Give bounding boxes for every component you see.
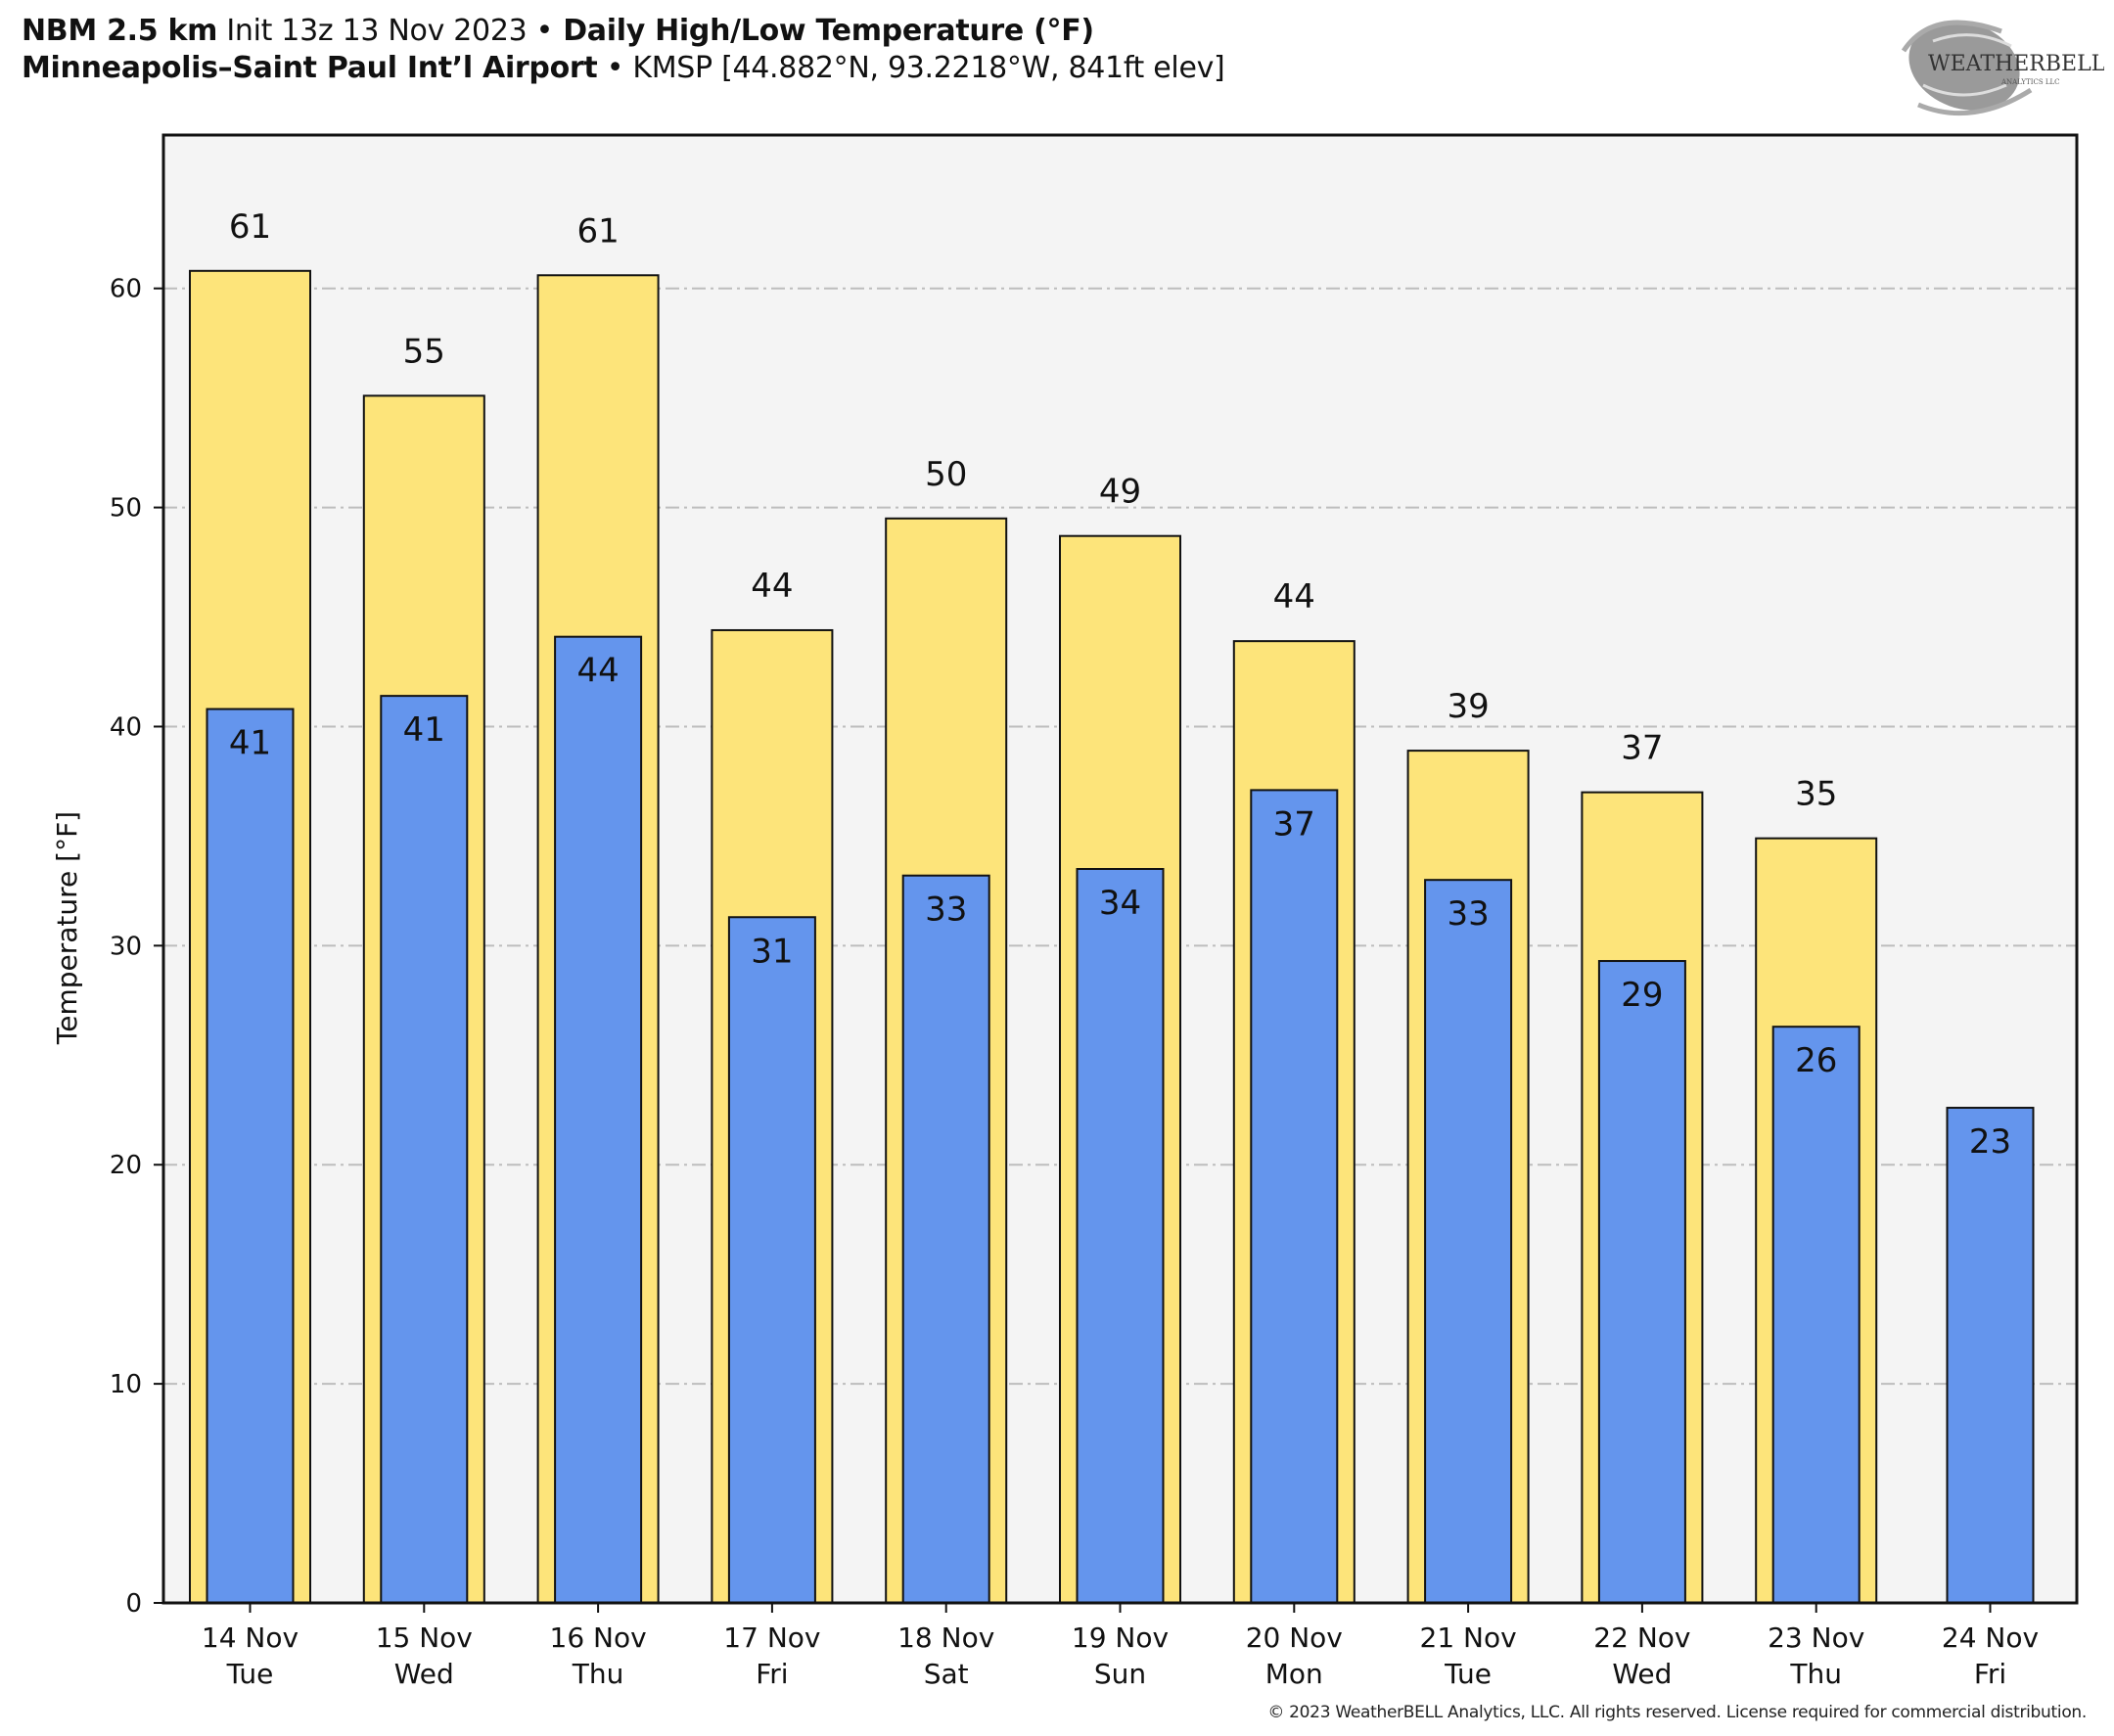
x-tick-label-day: Wed: [394, 1658, 454, 1690]
low-value-label: 31: [751, 932, 793, 971]
y-tick-label: 50: [110, 494, 142, 524]
copyright-footer: © 2023 WeatherBELL Analytics, LLC. All r…: [1267, 1703, 2087, 1722]
x-tick-label-day: Tue: [1444, 1658, 1492, 1690]
low-bar: [1424, 879, 1513, 1604]
title-bullet: •: [535, 14, 554, 48]
y-tick-label: 40: [110, 712, 142, 742]
model-name: NBM 2.5 km: [22, 14, 218, 48]
y-tick-label: 20: [110, 1151, 142, 1180]
low-bar: [1076, 868, 1165, 1604]
title-bullet-2: •: [606, 51, 624, 85]
high-value-label: 49: [1099, 473, 1141, 512]
low-value-label: 23: [1969, 1122, 2011, 1162]
x-tick-label-date: 23 Nov: [1768, 1622, 1864, 1654]
y-tick-label: 60: [110, 275, 142, 304]
x-tick-label-date: 24 Nov: [1942, 1622, 2039, 1654]
station-name: Minneapolis–Saint Paul Int’l Airport: [22, 51, 598, 85]
product-name: Daily High/Low Temperature (°F): [553, 14, 1094, 48]
x-tick-label-day: Wed: [1612, 1658, 1672, 1690]
low-value-label: 26: [1795, 1041, 1837, 1080]
x-tick-label-date: 14 Nov: [202, 1622, 299, 1654]
low-value-label: 33: [925, 891, 967, 930]
x-tick-label-date: 19 Nov: [1072, 1622, 1169, 1654]
y-tick-label: 0: [125, 1589, 142, 1619]
high-value-label: 61: [229, 207, 271, 247]
bars: [189, 269, 2035, 1605]
x-tick-label-day: Fri: [756, 1658, 788, 1690]
low-value-label: 44: [576, 652, 619, 691]
chart-title-line-2: Minneapolis–Saint Paul Int’l Airport • K…: [22, 51, 1225, 85]
low-value-label: 29: [1621, 976, 1663, 1015]
y-axis: 0 10 20 30 40 50 60: [110, 275, 163, 1619]
x-tick-label-date: 21 Nov: [1420, 1622, 1517, 1654]
x-tick-label-date: 17 Nov: [723, 1622, 820, 1654]
high-value-label: 44: [751, 567, 793, 606]
low-bar: [554, 635, 643, 1604]
low-value-label: 41: [403, 710, 445, 750]
x-tick-label-date: 16 Nov: [550, 1622, 647, 1654]
x-tick-label-date: 15 Nov: [376, 1622, 473, 1654]
low-bar: [1597, 960, 1686, 1604]
station-meta: KMSP [44.882°N, 93.2218°W, 841ft elev]: [623, 51, 1225, 85]
low-value-label: 37: [1273, 804, 1315, 844]
swirl-icon: [1901, 20, 2033, 116]
x-axis: 14 Nov Tue 15 Nov Wed 16 Nov Thu 17 Nov Fri 18 N…: [202, 1603, 2039, 1690]
weatherbell-logo: WEATHERBELL ANALYTICS LLC: [1901, 20, 2104, 116]
init-time: Init 13z 13 Nov 2023: [217, 14, 536, 48]
logo-subtext: ANALYTICS LLC: [2000, 78, 2060, 86]
low-value-label: 34: [1099, 884, 1141, 923]
low-bar: [1946, 1107, 2035, 1605]
high-value-label: 55: [403, 332, 445, 371]
logo-text: WEATHERBELL: [1928, 52, 2104, 76]
high-value-label: 61: [576, 211, 619, 251]
x-tick-label-day: Sun: [1094, 1658, 1146, 1690]
low-bar: [206, 708, 295, 1604]
high-value-label: 37: [1621, 729, 1663, 768]
low-bar: [1771, 1026, 1861, 1604]
x-tick-label-day: Tue: [226, 1658, 274, 1690]
high-value-label: 35: [1795, 775, 1837, 814]
x-tick-label-date: 20 Nov: [1246, 1622, 1343, 1654]
high-value-label: 50: [925, 455, 967, 494]
high-value-label: 39: [1447, 687, 1489, 726]
x-tick-label-day: Sat: [924, 1658, 969, 1690]
low-value-label: 41: [229, 724, 271, 763]
y-tick-label: 10: [110, 1370, 142, 1399]
low-value-label: 33: [1447, 894, 1489, 934]
low-bar: [1250, 789, 1339, 1604]
x-tick-label-day: Mon: [1265, 1658, 1323, 1690]
x-tick-label-day: Thu: [1789, 1658, 1842, 1690]
y-tick-label: 30: [110, 932, 142, 961]
low-bar: [901, 874, 990, 1604]
x-tick-label-day: Fri: [1974, 1658, 2006, 1690]
low-bar: [727, 916, 816, 1604]
x-tick-label-day: Thu: [572, 1658, 624, 1690]
low-bar: [380, 695, 469, 1604]
y-axis-label: Temperature [°F]: [51, 811, 83, 1045]
x-tick-label-date: 22 Nov: [1593, 1622, 1690, 1654]
bar-labels: 61 41 55 41 61 44 44 31 50 33 49 34 44 37 39 33 37 29 35 26…: [229, 207, 2011, 1162]
high-value-label: 44: [1273, 577, 1315, 617]
chart-title-line-1: NBM 2.5 km Init 13z 13 Nov 2023 • Daily …: [22, 14, 1094, 48]
x-tick-label-date: 18 Nov: [897, 1622, 994, 1654]
